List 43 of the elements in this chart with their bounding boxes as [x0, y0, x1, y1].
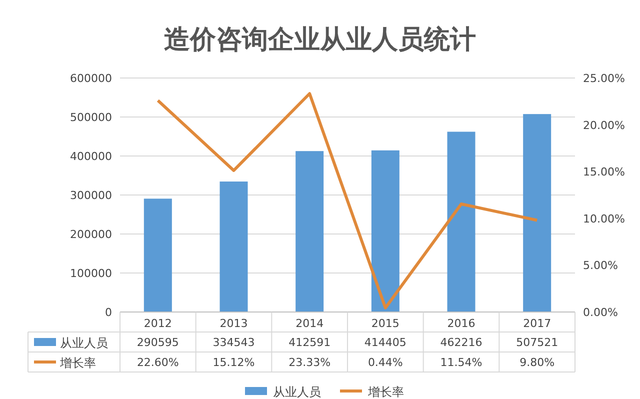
data-label: 23.33%	[288, 356, 331, 369]
data-label: 414405	[364, 336, 406, 349]
bar	[447, 132, 476, 312]
data-label: 0.44%	[368, 356, 403, 369]
bar	[144, 198, 172, 312]
y2-tick-label: 5.00%	[583, 259, 618, 272]
data-label: 290595	[136, 336, 179, 349]
data-label: 22.60%	[136, 356, 179, 369]
x-tick-label: 2012	[144, 317, 172, 330]
line-series	[156, 92, 539, 310]
y2-tick-label: 0.00%	[583, 306, 618, 319]
data-label: 15.12%	[212, 356, 255, 369]
x-tick-label: 2017	[523, 317, 552, 330]
bar	[523, 114, 552, 312]
y-tick-label: 400000	[70, 150, 112, 163]
bar	[296, 151, 324, 312]
data-label: 334543	[212, 336, 255, 349]
legend-label: 从业人员	[60, 336, 108, 350]
y2-tick-label: 25.00%	[583, 72, 625, 85]
data-label: 507521	[516, 336, 558, 349]
x-tick-label: 2016	[447, 317, 476, 330]
y2-tick-label: 15.00%	[583, 166, 625, 179]
y-tick-label: 600000	[70, 72, 112, 85]
x-tick-label: 2014	[296, 317, 324, 330]
data-label: 11.54%	[440, 356, 482, 369]
x-tick-label: 2015	[371, 317, 400, 330]
data-label: 412591	[288, 336, 331, 349]
legend: 从业人员 增长率	[245, 385, 404, 399]
y-tick-label: 0	[105, 306, 112, 319]
y-tick-label: 200000	[70, 228, 112, 241]
data-label: 462216	[440, 336, 482, 349]
text: 增长率	[60, 356, 96, 370]
y2-tick-label: 20.00%	[583, 118, 625, 132]
x-tick-label: 2013	[220, 317, 248, 330]
y-tick-label: 100000	[70, 267, 112, 280]
y2-tick-label: 10.00%	[583, 212, 625, 226]
chart-title: 造价咨询企业从业人员统计	[164, 25, 476, 55]
bar	[371, 150, 400, 312]
data-label: 9.80%	[520, 356, 555, 369]
y-tick-label: 300000	[70, 189, 112, 202]
y-tick-label: 500000	[70, 111, 112, 124]
bar	[220, 182, 248, 312]
legend-label: 增长率	[367, 385, 404, 399]
